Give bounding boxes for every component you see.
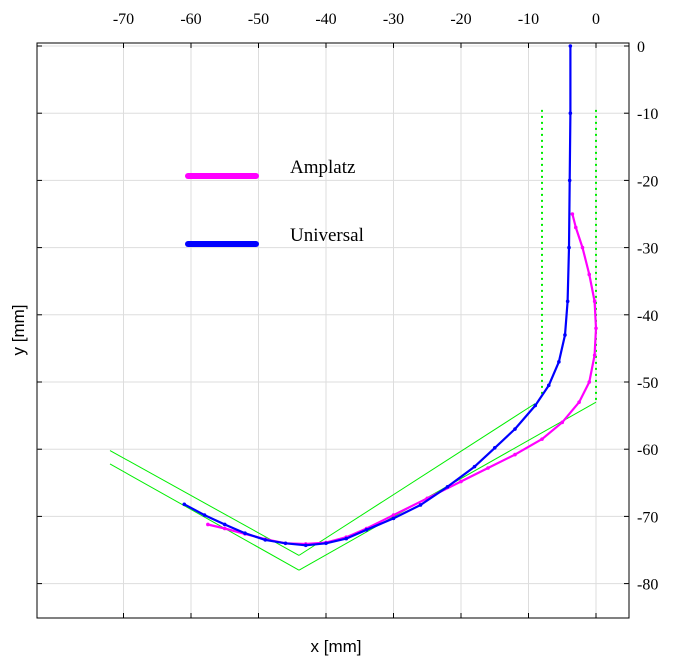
data-point-universal: [445, 485, 450, 489]
y-axis-label: y [mm]: [9, 305, 28, 356]
x-tick-label: 0: [592, 11, 600, 28]
plot-area: [36, 42, 630, 619]
y-tick-label: -40: [637, 308, 658, 325]
guide-solid-line: [109, 463, 300, 571]
legend-label-amplatz: Amplatz: [290, 157, 355, 178]
y-tick-label: -20: [637, 173, 658, 190]
legend-label-universal: Universal: [290, 225, 364, 246]
data-point-universal: [472, 464, 477, 469]
x-tick-label: -40: [315, 11, 336, 28]
data-point-universal: [418, 503, 423, 507]
data-point-amplatz: [577, 400, 581, 404]
data-point-universal: [563, 333, 567, 337]
data-point-universal: [567, 245, 571, 250]
data-point-amplatz: [486, 466, 490, 470]
data-point-universal: [344, 536, 349, 541]
data-point-universal: [222, 522, 227, 527]
data-point-universal: [303, 543, 308, 548]
x-tick-label: -20: [450, 11, 471, 28]
data-point-amplatz: [540, 437, 544, 441]
data-point-universal: [202, 513, 207, 517]
guide-solid-line: [298, 403, 536, 556]
data-point-universal: [557, 360, 561, 364]
x-tick-label: -50: [248, 11, 269, 28]
data-point-amplatz: [592, 353, 597, 357]
data-point-universal: [565, 299, 570, 304]
x-axis-label: x [mm]: [311, 637, 362, 656]
data-point-amplatz: [587, 380, 592, 384]
data-point-amplatz: [391, 513, 396, 517]
y-tick-label: -70: [637, 509, 658, 526]
x-tick-label: -60: [180, 11, 201, 28]
x-tick-label: -70: [113, 11, 134, 28]
y-tick-label: -60: [637, 442, 658, 459]
data-point-universal: [243, 531, 247, 535]
data-point-universal: [283, 541, 288, 546]
data-point-amplatz: [513, 452, 517, 457]
y-tick-label: -80: [637, 577, 658, 594]
x-tick-label: -30: [383, 11, 404, 28]
data-point-universal: [568, 111, 573, 115]
data-point-amplatz: [594, 326, 598, 331]
data-point-amplatz: [570, 212, 575, 216]
data-point-universal: [533, 403, 538, 408]
guide-solid-line: [109, 450, 300, 556]
data-point-universal: [492, 446, 497, 450]
data-point-universal: [513, 427, 517, 431]
data-point-amplatz: [206, 522, 210, 527]
data-point-universal: [567, 178, 572, 183]
data-point-amplatz: [459, 479, 463, 484]
data-point-universal: [364, 528, 369, 532]
data-point-universal: [546, 383, 551, 388]
data-point-amplatz: [580, 245, 585, 250]
y-tick-label: -30: [637, 241, 658, 258]
data-point-universal: [324, 541, 328, 546]
data-point-amplatz: [222, 526, 227, 531]
y-tick-label: -10: [637, 106, 658, 123]
y-tick-label: -50: [637, 375, 658, 392]
data-point-amplatz: [587, 272, 592, 277]
data-point-amplatz: [592, 299, 597, 304]
data-point-universal: [391, 516, 396, 521]
data-point-universal: [263, 538, 268, 542]
data-point-universal: [182, 502, 187, 507]
x-tick-label: -10: [518, 11, 539, 28]
y-tick-label: 0: [637, 39, 645, 56]
data-point-amplatz: [573, 225, 578, 230]
data-point-universal: [568, 44, 573, 48]
data-point-amplatz: [560, 420, 565, 425]
